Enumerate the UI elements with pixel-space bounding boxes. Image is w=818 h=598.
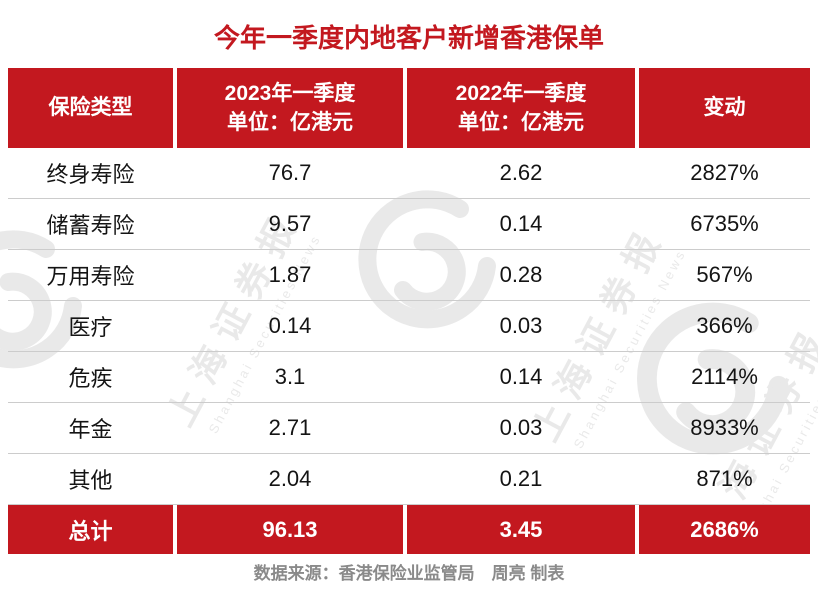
cell-change: 2114% [691,364,758,389]
table-row: 年金 2.71 0.03 8933% [8,403,810,454]
table-total-row: 总计 96.13 3.45 2686% [8,505,810,554]
cell-2022: 0.03 [499,415,543,440]
cell-2023: 2.04 [268,466,312,491]
header-cell-2023-q1: 2023年一季度 单位：亿港元 [177,68,403,148]
cell-type: 年金 [68,417,113,442]
total-cell-change: 2686% [639,505,810,554]
cell-change: 2827% [690,160,759,185]
cell-type: 万用寿险 [46,264,135,289]
cell-2023: 0.14 [268,313,312,338]
cell-2022: 0.14 [499,211,543,236]
header-sublabel: 单位：亿港元 [458,111,584,134]
header-label: 2023年一季度 [224,81,356,105]
cell-change: 6735% [690,211,759,236]
cell-change: 871% [696,466,753,491]
header-cell-2022-q1: 2022年一季度 单位：亿港元 [407,68,635,148]
table-row: 万用寿险 1.87 0.28 567% [8,250,810,301]
header-label: 保险类型 [48,96,133,120]
source-note: 数据来源：香港保险业监管局 周亮 制表 [253,564,565,583]
header-sublabel: 单位：亿港元 [227,111,353,134]
cell-change: 567% [696,262,753,287]
cell-2023: 2.71 [268,415,312,440]
table-row: 其他 2.04 0.21 871% [8,454,810,505]
cell-type: 终身寿险 [46,162,135,187]
total-cell-2023: 96.13 [177,505,403,554]
page-title: 今年一季度内地客户新增香港保单 [213,23,604,53]
header-label: 变动 [703,96,746,120]
cell-type: 医疗 [68,315,113,340]
table-row: 终身寿险 76.7 2.62 2827% [8,148,810,199]
cell-2022: 0.21 [499,466,543,491]
cell-2023: 3.1 [274,364,306,389]
table-row: 医疗 0.14 0.03 366% [8,301,810,352]
total-cell-type: 总计 [8,505,173,554]
header-label: 2022年一季度 [455,81,587,105]
cell-2022: 2.62 [499,160,543,185]
cell-type: 危疾 [68,366,113,391]
cell-2022: 0.03 [499,313,543,338]
cell-2023: 76.7 [268,160,312,185]
table-row: 储蓄寿险 9.57 0.14 6735% [8,199,810,250]
header-cell-change: 变动 [639,68,810,148]
cell-2023: 1.87 [268,262,312,287]
table-header-row: 保险类型 2023年一季度 单位：亿港元 2022年一季度 单位：亿港元 变动 [8,68,810,148]
cell-2022: 0.14 [499,364,543,389]
cell-change: 8933% [690,415,759,440]
cell-2022: 0.28 [499,262,543,287]
cell-type: 其他 [68,468,113,493]
table-row: 危疾 3.1 0.14 2114% [8,352,810,403]
cell-type: 储蓄寿险 [46,213,135,238]
cell-2023: 9.57 [268,211,312,236]
cell-change: 366% [696,313,753,338]
total-cell-2022: 3.45 [407,505,635,554]
header-cell-insurance-type: 保险类型 [8,68,173,148]
data-table: 保险类型 2023年一季度 单位：亿港元 2022年一季度 单位：亿港元 变动 … [8,68,810,554]
